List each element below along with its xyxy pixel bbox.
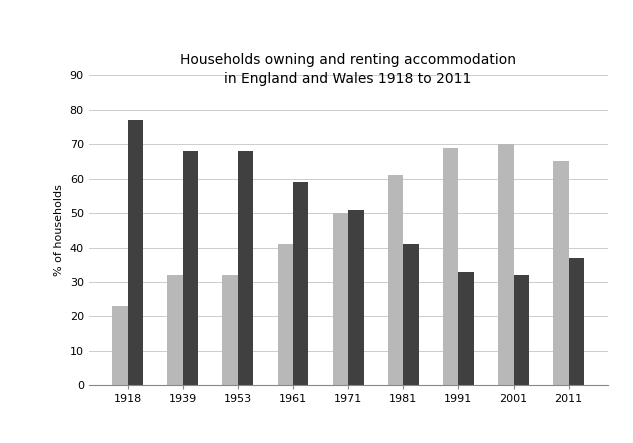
Bar (568, 258, 584, 385)
Bar (293, 182, 308, 385)
Bar (553, 161, 568, 385)
Bar (183, 151, 198, 385)
Bar (112, 306, 128, 385)
Bar (513, 275, 529, 385)
Bar (222, 275, 238, 385)
Bar (167, 275, 183, 385)
Bar (348, 210, 363, 385)
Bar (443, 148, 458, 385)
Text: Households owning and renting accommodation
in England and Wales 1918 to 2011: Households owning and renting accommodat… (180, 53, 516, 85)
Bar (498, 144, 513, 385)
Bar (238, 151, 253, 385)
Bar (128, 120, 143, 385)
Bar (388, 175, 403, 385)
Bar (403, 244, 418, 385)
Bar (458, 272, 474, 385)
Bar (278, 244, 293, 385)
Bar (333, 213, 348, 385)
Y-axis label: % of households: % of households (54, 184, 64, 276)
